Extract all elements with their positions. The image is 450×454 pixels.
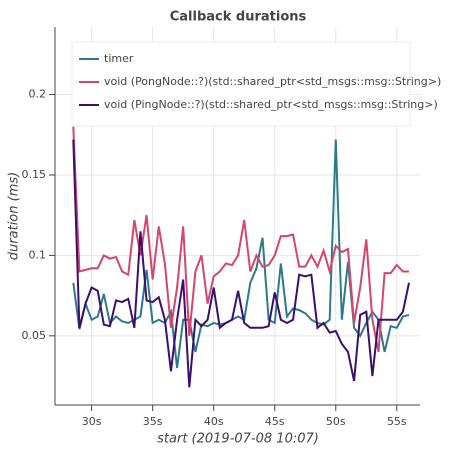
y-tick-label: 0.2	[29, 88, 47, 101]
y-tick-label: 0.05	[22, 329, 47, 342]
y-axis-label: duration (ms)	[7, 172, 22, 260]
x-tick-label: 35s	[143, 415, 163, 428]
x-tick-label: 55s	[387, 415, 407, 428]
chart-title: Callback durations	[170, 10, 307, 25]
x-tick-label: 45s	[265, 415, 285, 428]
series-line	[72, 126, 410, 353]
legend-label: void (PingNode::?)(std::shared_ptr<std_m…	[104, 98, 438, 111]
x-axis-label: start (2019-07-08 10:07)	[157, 432, 319, 447]
y-tick-label: 0.1	[29, 248, 47, 261]
series-line	[72, 139, 410, 388]
x-tick-label: 40s	[204, 415, 224, 428]
legend-label: timer	[104, 52, 134, 65]
x-tick-label: 50s	[326, 415, 346, 428]
y-tick-label: 0.15	[22, 168, 47, 181]
legend-box	[71, 41, 411, 127]
x-tick-label: 30s	[82, 415, 102, 428]
legend-label: void (PongNode::?)(std::shared_ptr<std_m…	[104, 75, 441, 88]
